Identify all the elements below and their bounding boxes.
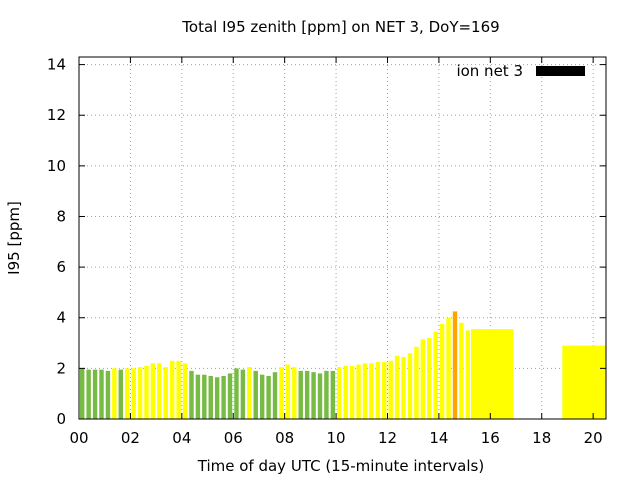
bar — [227, 373, 233, 419]
bar — [202, 374, 207, 419]
bar — [452, 311, 458, 419]
bar — [118, 369, 123, 419]
chart-title: Total I95 zenith [ppm] on NET 3, DoY=169 — [181, 18, 499, 36]
bar — [247, 367, 252, 419]
bar — [189, 370, 194, 419]
bar — [427, 337, 432, 419]
bar — [92, 369, 98, 419]
y-tick-labels: 0 2 4 6 8 10 12 14 — [47, 56, 66, 428]
bar — [420, 339, 426, 419]
bar — [465, 330, 471, 419]
x-tick-label: 14 — [429, 429, 448, 447]
bar — [349, 365, 355, 419]
y-tick-label: 2 — [56, 359, 66, 377]
x-tick-label: 20 — [584, 429, 603, 447]
bar — [382, 362, 387, 419]
bars — [80, 311, 606, 419]
ticks — [78, 57, 606, 420]
bar — [337, 367, 342, 419]
x-tick-label: 18 — [532, 429, 551, 447]
bar — [99, 369, 104, 419]
bar — [369, 363, 374, 419]
x-tick-label: 06 — [224, 429, 243, 447]
bar — [311, 372, 316, 419]
legend-swatch — [536, 66, 585, 76]
bar — [234, 368, 239, 419]
x-tick-label: 00 — [69, 429, 88, 447]
bar — [279, 367, 284, 419]
bar — [131, 368, 136, 419]
y-axis-label: I95 [ppm] — [5, 201, 23, 275]
bar — [298, 370, 303, 419]
bar — [208, 375, 213, 419]
bar — [150, 363, 156, 419]
bar — [407, 353, 413, 419]
bar — [304, 370, 310, 419]
x-tick-labels: 00 02 04 06 08 10 12 14 16 18 20 — [69, 429, 602, 447]
x-tick-label: 12 — [378, 429, 397, 447]
bar — [176, 360, 181, 419]
bar — [169, 360, 175, 419]
bar — [144, 365, 149, 419]
bar — [182, 363, 188, 419]
bar — [375, 362, 381, 419]
bar — [157, 363, 162, 419]
bar — [317, 373, 323, 419]
x-tick-label: 08 — [275, 429, 294, 447]
bar — [401, 356, 406, 419]
bar — [80, 368, 85, 419]
bar — [459, 322, 464, 419]
bar — [221, 375, 226, 419]
bar — [240, 369, 246, 419]
bar — [414, 346, 419, 419]
y-tick-label: 8 — [56, 207, 66, 225]
plot-frame — [78, 56, 607, 420]
bar — [292, 367, 297, 419]
bar — [433, 331, 438, 419]
bar — [439, 324, 445, 419]
bar — [285, 364, 291, 419]
x-tick-label: 04 — [172, 429, 191, 447]
y-tick-label: 4 — [56, 309, 66, 327]
bar — [362, 363, 368, 419]
x-tick-label: 16 — [481, 429, 500, 447]
bar — [356, 364, 361, 419]
bar — [137, 367, 143, 419]
bar — [343, 365, 348, 419]
y-tick-label: 14 — [47, 56, 66, 74]
legend: ion net 3 — [456, 62, 585, 80]
bar — [259, 374, 265, 419]
grid — [79, 57, 606, 419]
bar — [324, 370, 329, 419]
y-tick-label: 0 — [56, 410, 66, 428]
y-tick-label: 6 — [56, 258, 66, 276]
bar — [105, 370, 111, 419]
y-tick-label: 12 — [47, 106, 66, 124]
bar-block — [562, 345, 606, 419]
y-tick-label: 10 — [47, 157, 66, 175]
x-tick-label: 02 — [121, 429, 140, 447]
bar — [214, 377, 220, 419]
bar — [124, 368, 130, 419]
bar — [163, 367, 168, 419]
bar — [394, 355, 400, 419]
bar — [195, 374, 201, 419]
bar — [330, 370, 336, 419]
legend-label: ion net 3 — [456, 62, 523, 80]
bar — [388, 360, 393, 419]
bar — [266, 375, 271, 419]
bar — [253, 370, 258, 419]
x-tick-label: 10 — [327, 429, 346, 447]
bar — [272, 372, 278, 419]
bar — [112, 368, 117, 419]
bar-block — [471, 329, 514, 419]
bar — [446, 317, 451, 419]
x-axis-label: Time of day UTC (15-minute intervals) — [197, 457, 484, 475]
bar — [86, 369, 91, 419]
